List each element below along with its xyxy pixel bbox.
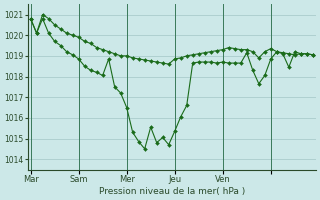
- X-axis label: Pression niveau de la mer( hPa ): Pression niveau de la mer( hPa ): [99, 187, 245, 196]
